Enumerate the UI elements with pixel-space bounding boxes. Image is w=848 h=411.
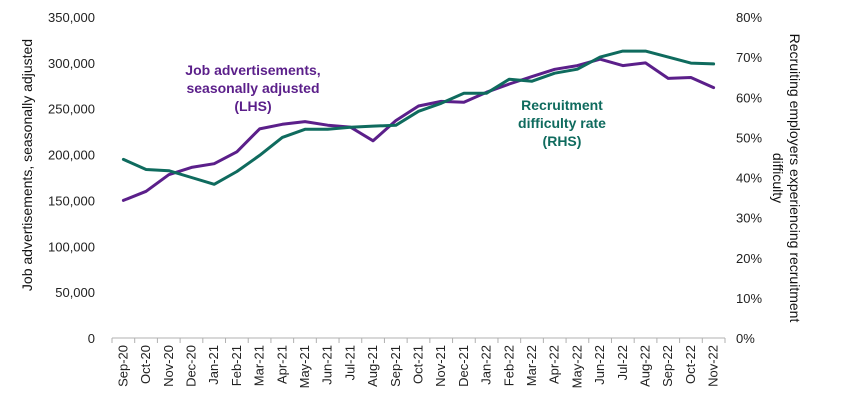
axes-layer — [111, 337, 726, 343]
right-tick-label: 60% — [736, 90, 762, 105]
x-tick-label: Jun-22 — [592, 345, 607, 385]
right-tick-label: 10% — [736, 291, 762, 306]
x-tick-label: Mar-21 — [252, 345, 267, 386]
x-tick-label: Apr-22 — [547, 345, 562, 384]
right-tick-label: 80% — [736, 10, 762, 25]
recruitment-difficulty-line — [121, 49, 716, 186]
right-tick-label: 0% — [736, 331, 755, 346]
right-tick-label: 40% — [736, 171, 762, 186]
x-tick-label: Nov-20 — [161, 345, 176, 387]
left-axis-title: Job advertisements, seasonally adjusted — [19, 39, 35, 291]
x-tick-label: May-22 — [569, 345, 584, 388]
annotations: Job advertisements, seasonally adjusted (L… — [185, 62, 606, 149]
annotation-line: Recruitment — [521, 97, 603, 113]
left-tick-label: 100,000 — [48, 239, 95, 254]
x-tick-label: Jan-21 — [206, 345, 221, 385]
job-advertisements-line — [121, 57, 716, 202]
left-axis-ticks: 0 50,000 100,000 150,000 200,000 250,000 300,0… — [48, 10, 95, 346]
left-tick-label: 0 — [88, 331, 95, 346]
x-axis-labels: Sep-20 Oct-20 Nov-20 Dec-20 Jan-21 Feb-21 Mar-… — [115, 345, 720, 388]
left-tick-label: 250,000 — [48, 102, 95, 117]
recruitment-annotation: Recruitment difficulty rate (RHS) — [518, 97, 606, 149]
annotation-line: (LHS) — [234, 98, 271, 114]
right-axis-title: Recruiting employers experiencing recrui… — [770, 34, 803, 323]
annotation-line: difficulty rate — [518, 115, 606, 131]
x-tick-label: Sep-20 — [115, 345, 130, 387]
x-tick-label: Dec-20 — [183, 345, 198, 387]
annotation-line: (RHS) — [543, 133, 582, 149]
annotation-line: Job advertisements, — [185, 62, 320, 78]
x-tick-label: Aug-21 — [365, 345, 380, 387]
x-tick-label: Jan-22 — [479, 345, 494, 385]
x-tick-label: Oct-21 — [411, 345, 426, 384]
x-tick-label: May-21 — [297, 345, 312, 388]
x-tick-label: Oct-20 — [138, 345, 153, 384]
annotation-line: seasonally adjusted — [186, 80, 319, 96]
x-tick-label: Apr-21 — [274, 345, 289, 384]
right-axis-ticks: 0% 10% 20% 30% 40% 50% 60% 70% 80% — [736, 10, 762, 346]
x-tick-label: Jul-22 — [615, 345, 630, 380]
x-tick-label: Feb-22 — [501, 345, 516, 386]
left-tick-label: 300,000 — [48, 56, 95, 71]
x-tick-label: Nov-22 — [706, 345, 721, 387]
right-tick-label: 50% — [736, 130, 762, 145]
right-axis-title-line: difficulty — [770, 153, 786, 203]
x-tick-label: Feb-21 — [229, 345, 244, 386]
right-tick-label: 30% — [736, 211, 762, 226]
x-tick-label: Nov-21 — [433, 345, 448, 387]
x-tick-label: Sep-21 — [388, 345, 403, 387]
x-tick-label: Jun-21 — [320, 345, 335, 385]
x-tick-label: Aug-22 — [638, 345, 653, 387]
right-tick-label: 70% — [736, 50, 762, 65]
x-tick-label: Dec-21 — [456, 345, 471, 387]
x-tick-label: Oct-22 — [683, 345, 698, 384]
x-tick-label: Mar-22 — [524, 345, 539, 386]
x-tick-label: Jul-21 — [342, 345, 357, 380]
right-axis-title-line: Recruiting employers experiencing recrui… — [787, 34, 803, 323]
left-tick-label: 200,000 — [48, 148, 95, 163]
x-tick-label: Sep-22 — [660, 345, 675, 387]
series-layer — [121, 49, 716, 202]
job-ads-annotation: Job advertisements, seasonally adjusted (L… — [185, 62, 320, 114]
left-tick-label: 50,000 — [55, 285, 95, 300]
right-tick-label: 20% — [736, 251, 762, 266]
left-tick-label: 350,000 — [48, 10, 95, 25]
left-tick-label: 150,000 — [48, 193, 95, 208]
x-tick-marks — [111, 338, 726, 343]
